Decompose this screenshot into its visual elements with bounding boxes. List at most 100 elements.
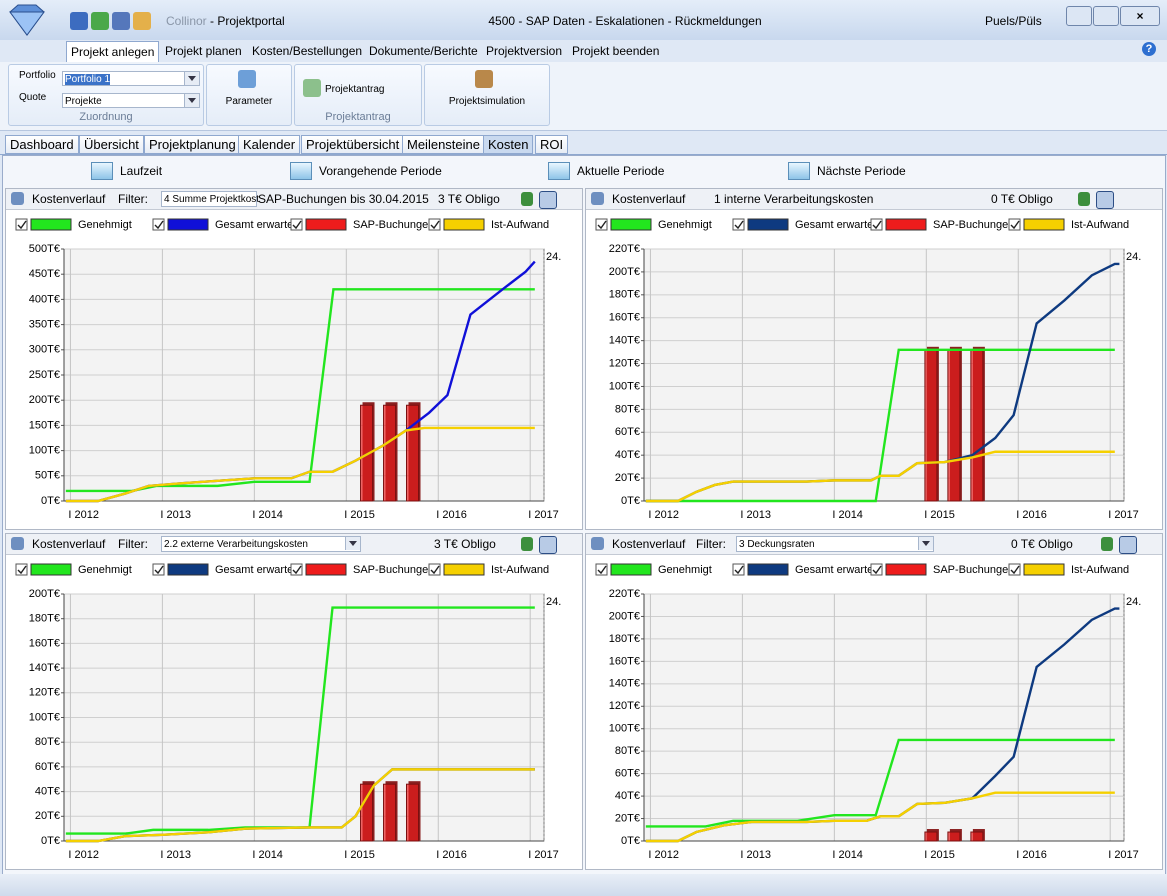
minimize-button[interactable]: [1066, 6, 1092, 26]
x-tick-label: I 2013: [740, 849, 771, 861]
tab[interactable]: Kalender: [238, 135, 301, 154]
nav-icon[interactable]: [91, 162, 113, 180]
nav-icon[interactable]: [290, 162, 312, 180]
quote-select[interactable]: Projekte: [62, 93, 200, 108]
filter-select[interactable]: 3 Deckungsraten: [736, 536, 934, 552]
legend-check: [734, 220, 744, 230]
zoom-icon[interactable]: [539, 536, 557, 554]
save-icon[interactable]: [70, 12, 88, 30]
chart-icon: [591, 192, 604, 205]
nav-button[interactable]: Laufzeit: [120, 164, 163, 178]
filter-value: 3 Deckungsraten: [739, 539, 815, 550]
zoom-icon[interactable]: [1119, 536, 1137, 554]
maximize-button[interactable]: [1093, 6, 1119, 26]
legend-label: Genehmigt: [78, 219, 132, 231]
menu-item[interactable]: Projekt planen: [165, 44, 242, 58]
nav-button[interactable]: Aktuelle Periode: [577, 164, 665, 178]
x-tick-label: I 2017: [528, 849, 559, 861]
y-tick-label: 200T€: [609, 610, 640, 622]
menu-item[interactable]: Projektversion: [486, 44, 563, 58]
app-name: Collinor: [166, 14, 207, 28]
tab[interactable]: ROI: [535, 135, 569, 154]
ribbon: Portfolio Portfolio 1 Quote Projekte Zuo…: [0, 62, 1167, 131]
legend-label: Ist-Aufwand: [1071, 564, 1129, 576]
filter-select[interactable]: 2.2 externe Verarbeitungskosten: [161, 536, 361, 552]
export-icon[interactable]: [1078, 192, 1090, 206]
parameter-button[interactable]: Parameter: [225, 96, 273, 107]
legend-label: Ist-Aufwand: [1071, 219, 1129, 231]
x-tick-label: I 2013: [160, 849, 191, 861]
chart: Genehmigt Gesamt erwartet SAP-Buchungen Ist…: [595, 218, 1141, 521]
tab[interactable]: Projektübersicht: [301, 135, 405, 154]
legend-check: [292, 565, 302, 575]
refresh-icon[interactable]: [91, 12, 109, 30]
legend-label: SAP-Buchungen: [933, 219, 1014, 231]
bar: [924, 831, 938, 842]
undo-icon[interactable]: [112, 12, 130, 30]
legend-check: [872, 565, 882, 575]
chart: Genehmigt Gesamt erwartet SAP-Buchungen Ist…: [595, 563, 1141, 861]
bar: [406, 783, 420, 842]
filter-select[interactable]: 4 Summe Projektkost: [161, 191, 259, 207]
caption-sep: -: [206, 14, 218, 28]
legend-check: [1010, 565, 1020, 575]
legend-swatch: [167, 218, 209, 231]
legend-checkbox: [15, 218, 28, 231]
nav-button[interactable]: Nächste Periode: [817, 164, 906, 178]
legend-check: [597, 565, 607, 575]
legend-check: [872, 220, 882, 230]
x-tick-label: I 2016: [436, 509, 467, 521]
menu-item[interactable]: Kosten/Bestellungen: [252, 44, 363, 58]
legend-label: Gesamt erwartet: [795, 564, 876, 576]
menu-item[interactable]: Dokumente/Berichte: [369, 44, 478, 58]
y-tick-label: 160T€: [609, 655, 640, 667]
panel-header: Kostenverlauf Filter: 4 Summe Projektkost S…: [6, 189, 582, 210]
legend-swatch: [30, 218, 72, 231]
line: [65, 606, 535, 835]
export-icon[interactable]: [1101, 537, 1113, 551]
y-tick-label: 100T€: [609, 723, 640, 735]
tab[interactable]: Übersicht: [79, 135, 144, 154]
close-button[interactable]: ×: [1120, 6, 1160, 26]
chart-subtitle: 1 interne Verarbeitungskosten: [714, 192, 874, 206]
menu-item[interactable]: Projekt anlegen: [66, 41, 160, 63]
legend-label: Genehmigt: [658, 219, 712, 231]
export-icon[interactable]: [521, 537, 533, 551]
y-tick-label: 20T€: [615, 472, 640, 484]
tab[interactable]: Projektplanung: [144, 135, 241, 154]
tab[interactable]: Kosten: [483, 135, 534, 154]
nav-icon[interactable]: [548, 162, 570, 180]
chart-panel: Kostenverlauf 1 interne Verarbeitungskost…: [585, 188, 1163, 530]
y-tick-label: 200T€: [29, 394, 60, 406]
zoom-icon[interactable]: [539, 191, 557, 209]
zoom-icon[interactable]: [1096, 191, 1114, 209]
legend-checkbox: [1008, 218, 1021, 231]
chart-icon: [11, 192, 24, 205]
help-icon[interactable]: ?: [1142, 42, 1156, 56]
bar: [970, 831, 984, 842]
chart-panel: Kostenverlauf Filter: 4 Summe Projektkost S…: [5, 188, 583, 530]
projektantrag-button[interactable]: Projektantrag: [325, 84, 385, 95]
y-tick-label: 300T€: [29, 344, 60, 356]
y-tick-label: 0T€: [621, 495, 640, 507]
portfolio-select[interactable]: Portfolio 1: [62, 71, 200, 86]
nav-icon[interactable]: [788, 162, 810, 180]
plot-area: [643, 593, 1125, 842]
user: Puels/Püls: [985, 14, 1042, 28]
nav-button[interactable]: Vorangehende Periode: [319, 164, 442, 178]
legend-swatch: [167, 563, 209, 576]
panel-header: Kostenverlauf Filter: 3 Deckungsraten 0 T€ …: [586, 534, 1162, 555]
line: [645, 450, 1115, 503]
legend-swatch: [443, 218, 485, 231]
projektsimulation-button[interactable]: Projektsimulation: [448, 96, 526, 107]
y-tick-label: 100T€: [609, 380, 640, 392]
y-tick-label: 100T€: [29, 445, 60, 457]
tab[interactable]: Meilensteine: [402, 135, 485, 154]
bar: [947, 831, 961, 842]
export-icon[interactable]: [521, 192, 533, 206]
tab[interactable]: Dashboard: [5, 135, 79, 154]
home-icon[interactable]: [133, 12, 151, 30]
y-tick-label: 250T€: [29, 369, 60, 381]
menu-item[interactable]: Projekt beenden: [572, 44, 660, 58]
